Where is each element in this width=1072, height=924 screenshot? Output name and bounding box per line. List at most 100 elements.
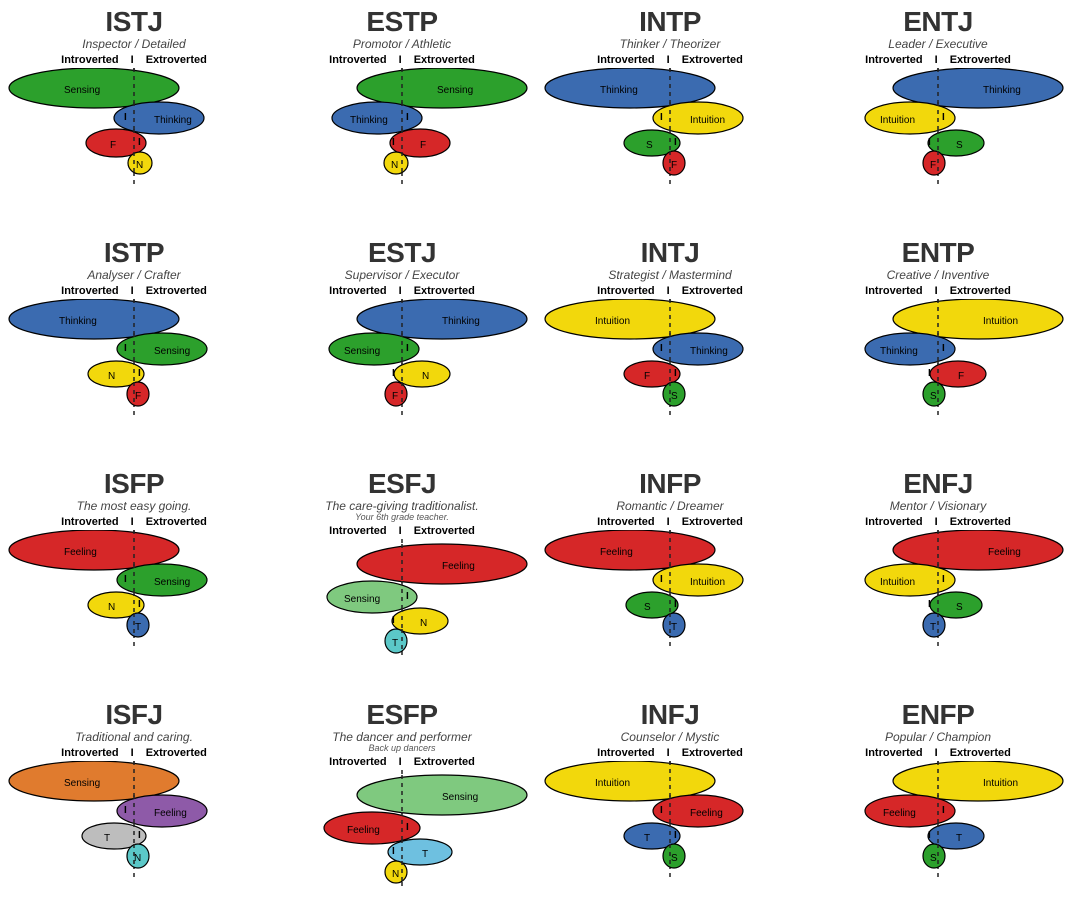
function-label: S bbox=[930, 853, 937, 864]
axis-label-introverted: Introverted bbox=[329, 285, 386, 297]
mbti-cell-intj: INTJStrategist / MastermindIntrovertedIE… bbox=[536, 231, 804, 462]
axis-label-extroverted: Extroverted bbox=[146, 54, 207, 66]
axis-label-introverted: Introverted bbox=[865, 747, 922, 759]
type-code: INFP bbox=[639, 470, 701, 498]
axis-label-extroverted: Extroverted bbox=[950, 747, 1011, 759]
type-code: ISFP bbox=[104, 470, 164, 498]
axis-center-tick: I bbox=[667, 285, 670, 297]
axis-label-introverted: Introverted bbox=[597, 516, 654, 528]
center-tick-mark: I bbox=[928, 368, 931, 379]
center-tick-mark: I bbox=[406, 112, 409, 123]
function-label: Intuition bbox=[595, 316, 630, 327]
axis-center-tick: I bbox=[131, 54, 134, 66]
function-label: F bbox=[110, 140, 116, 151]
type-subtitle: Leader / Executive bbox=[888, 37, 987, 51]
function-label: F bbox=[420, 140, 426, 151]
axis-labels: IntrovertedIExtroverted bbox=[865, 747, 1011, 759]
function-label: Feeling bbox=[442, 561, 475, 572]
type-code: ESFJ bbox=[368, 470, 436, 498]
mbti-cell-isfp: ISFPThe most easy going.IntrovertedIExtr… bbox=[0, 462, 268, 693]
axis-label-introverted: Introverted bbox=[61, 516, 118, 528]
type-subtitle: Creative / Inventive bbox=[887, 268, 990, 282]
axis-labels: IntrovertedIExtroverted bbox=[597, 747, 743, 759]
function-label: Thinking bbox=[690, 346, 728, 357]
axis-label-extroverted: Extroverted bbox=[146, 516, 207, 528]
type-code: INTJ bbox=[641, 239, 700, 267]
function-label: Feeling bbox=[988, 547, 1021, 558]
mbti-cell-estj: ESTJSupervisor / ExecutorIntrovertedIExt… bbox=[268, 231, 536, 462]
axis-labels: IntrovertedIExtroverted bbox=[61, 747, 207, 759]
center-tick-mark: I bbox=[392, 368, 395, 379]
mbti-cell-infj: INFJCounselor / Mystic IntrovertedIExtrov… bbox=[536, 693, 804, 924]
function-label: Intuition bbox=[595, 778, 630, 789]
function-label: Sensing bbox=[64, 778, 100, 789]
function-stack-diagram: IntuitionThinkingIFIS bbox=[540, 299, 800, 439]
function-label: N bbox=[420, 618, 427, 629]
axis-label-extroverted: Extroverted bbox=[414, 54, 475, 66]
type-code: ENTP bbox=[902, 239, 975, 267]
function-label: F bbox=[644, 371, 650, 382]
function-stack-diagram: IntuitionThinkingIFIS bbox=[808, 299, 1068, 439]
axis-center-tick: I bbox=[399, 54, 402, 66]
center-tick-mark: I bbox=[660, 574, 663, 585]
function-label: N bbox=[134, 853, 141, 864]
type-subtitle: Thinker / Theorizer bbox=[620, 37, 721, 51]
type-subtitle: Counselor / Mystic bbox=[621, 730, 720, 744]
function-label: Thinking bbox=[983, 85, 1021, 96]
function-label: Intuition bbox=[983, 316, 1018, 327]
function-stack-diagram: ThinkingSensingINIF bbox=[272, 299, 532, 439]
axis-label-introverted: Introverted bbox=[865, 285, 922, 297]
function-label: S bbox=[646, 140, 653, 151]
axis-label-introverted: Introverted bbox=[329, 525, 386, 537]
function-label: Thinking bbox=[154, 115, 192, 126]
function-stack-diagram: IntuitionFeelingITIS bbox=[808, 761, 1068, 901]
mbti-cell-esfj: ESFJThe care-giving traditionalist.Your … bbox=[268, 462, 536, 693]
axis-labels: IntrovertedIExtroverted bbox=[61, 285, 207, 297]
function-label: Sensing bbox=[344, 346, 380, 357]
center-tick-mark: I bbox=[928, 137, 931, 148]
axis-center-tick: I bbox=[131, 285, 134, 297]
axis-label-extroverted: Extroverted bbox=[682, 747, 743, 759]
center-tick-mark: I bbox=[406, 822, 409, 833]
center-tick-mark: I bbox=[406, 343, 409, 354]
center-tick-mark: I bbox=[674, 368, 677, 379]
mbti-cell-enfp: ENFPPopular / ChampionIntrovertedIExtrov… bbox=[804, 693, 1072, 924]
function-label: Sensing bbox=[344, 594, 380, 605]
function-label: Feeling bbox=[154, 808, 187, 819]
center-tick-mark: I bbox=[392, 846, 395, 857]
axis-label-extroverted: Extroverted bbox=[414, 525, 475, 537]
axis-label-introverted: Introverted bbox=[329, 756, 386, 768]
type-subtitle: The care-giving traditionalist. bbox=[325, 499, 478, 513]
center-tick-mark: I bbox=[674, 830, 677, 841]
type-code: ESFP bbox=[366, 701, 437, 729]
axis-labels: Introverted I Extroverted bbox=[329, 525, 475, 537]
axis-label-introverted: Introverted bbox=[865, 54, 922, 66]
center-tick-mark: I bbox=[138, 599, 141, 610]
axis-center-tick: I bbox=[399, 756, 402, 768]
function-label: S bbox=[644, 602, 651, 613]
type-subtitle: Analyser / Crafter bbox=[87, 268, 180, 282]
axis-center-tick: I bbox=[399, 525, 402, 537]
axis-center-tick: I bbox=[935, 516, 938, 528]
function-label: Intuition bbox=[983, 778, 1018, 789]
center-tick-mark: I bbox=[392, 615, 395, 626]
center-tick-mark: I bbox=[660, 805, 663, 816]
center-tick-mark: I bbox=[942, 343, 945, 354]
type-code: INFJ bbox=[641, 701, 700, 729]
center-tick-mark: I bbox=[660, 343, 663, 354]
function-stack-diagram: FeelingSensingINIT bbox=[4, 530, 264, 670]
function-label: Thinking bbox=[442, 316, 480, 327]
function-stack-diagram: ThinkingIntuitionISIF bbox=[808, 68, 1068, 208]
axis-label-introverted: Introverted bbox=[329, 54, 386, 66]
center-tick-mark: I bbox=[124, 343, 127, 354]
axis-center-tick: I bbox=[667, 54, 670, 66]
function-label: T bbox=[644, 833, 650, 844]
axis-label-extroverted: Extroverted bbox=[950, 54, 1011, 66]
type-subtitle: Promotor / Athletic bbox=[353, 37, 451, 51]
center-tick-mark: I bbox=[942, 112, 945, 123]
function-label: Intuition bbox=[690, 115, 725, 126]
function-stack-diagram: IntuitionFeelingITIS bbox=[540, 761, 800, 901]
function-label: F bbox=[930, 160, 936, 171]
axis-labels: IntrovertedIExtroverted bbox=[61, 516, 207, 528]
function-stack-diagram: ThinkingIntuitionISIF bbox=[540, 68, 800, 208]
